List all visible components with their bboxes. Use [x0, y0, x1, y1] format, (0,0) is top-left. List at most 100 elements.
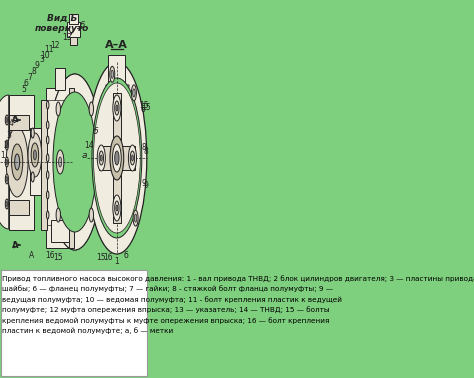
Text: 12: 12 [50, 42, 59, 51]
Circle shape [133, 210, 138, 226]
Circle shape [131, 155, 133, 161]
Circle shape [56, 208, 61, 222]
Text: 8: 8 [142, 144, 146, 152]
Text: 1: 1 [114, 257, 118, 266]
Text: полумуфте; 12 муфта опережения впрыска; 13 — указатель; 14 — ТНВД; 15 — болты: полумуфте; 12 муфта опережения впрыска; … [1, 307, 329, 313]
Circle shape [93, 83, 140, 233]
Text: 15: 15 [97, 254, 106, 262]
Bar [113, 93, 120, 223]
Text: 3: 3 [6, 130, 11, 139]
Bar [67, 22, 81, 37]
Text: крепления ведомой полумуфты к муфте опережения впрыска; 16 — болт крепления: крепления ведомой полумуфты к муфте опер… [1, 317, 329, 324]
Circle shape [128, 145, 137, 171]
Text: 15: 15 [141, 104, 151, 113]
Polygon shape [106, 85, 129, 100]
Text: A: A [12, 116, 18, 124]
Circle shape [111, 70, 113, 78]
Text: 4: 4 [9, 118, 14, 127]
Text: б: б [80, 22, 85, 31]
Circle shape [31, 128, 34, 138]
Circle shape [47, 74, 102, 250]
Circle shape [115, 151, 119, 165]
Bar [46, 88, 74, 248]
Bar [9, 200, 29, 215]
Bar [71, 37, 77, 45]
Circle shape [131, 85, 137, 101]
Circle shape [6, 143, 8, 147]
Bar [47, 100, 75, 225]
Circle shape [31, 143, 39, 167]
Circle shape [100, 155, 102, 161]
Circle shape [110, 66, 115, 82]
Text: 15: 15 [53, 254, 63, 262]
Circle shape [47, 74, 102, 250]
Bar [69, 14, 78, 24]
Circle shape [89, 102, 93, 116]
Circle shape [46, 211, 49, 219]
Text: 11: 11 [45, 45, 54, 54]
Circle shape [46, 171, 49, 179]
Circle shape [130, 151, 135, 165]
Circle shape [56, 150, 64, 174]
Text: шайбы; 6 — фланец полумуфты; 7 — гайки; 8 - стяжкой болт фланца полумуфты; 9 —: шайбы; 6 — фланец полумуфты; 7 — гайки; … [1, 285, 333, 292]
Circle shape [5, 115, 9, 125]
Circle shape [46, 121, 49, 129]
Text: пластин к ведомой полумуфте; а, б — метки: пластин к ведомой полумуфте; а, б — метк… [1, 327, 173, 334]
Circle shape [89, 208, 93, 222]
Bar [29, 128, 40, 195]
Circle shape [116, 205, 118, 211]
Text: Вид Б
повернуто: Вид Б повернуто [35, 14, 90, 33]
Circle shape [92, 78, 142, 238]
Text: А–А: А–А [105, 40, 128, 50]
Text: 9: 9 [144, 181, 148, 189]
Circle shape [110, 136, 124, 180]
Circle shape [31, 172, 34, 182]
Circle shape [87, 62, 147, 254]
Bar [9, 95, 34, 230]
Circle shape [113, 95, 121, 121]
Text: 15: 15 [139, 101, 149, 110]
Text: 9: 9 [35, 62, 40, 71]
Text: б: б [123, 251, 128, 260]
Circle shape [97, 145, 105, 171]
Circle shape [33, 150, 36, 160]
Text: 3: 3 [39, 56, 44, 65]
Text: 7: 7 [27, 73, 32, 82]
Circle shape [28, 133, 42, 177]
Circle shape [46, 136, 49, 144]
Text: ведущая полумуфта; 10 — ведомая полумуфта; 11 - болт крепления пластик к ведущей: ведущая полумуфта; 10 — ведомая полумуфт… [1, 296, 342, 303]
Circle shape [46, 101, 49, 109]
Text: а: а [82, 150, 87, 160]
Text: б: б [92, 127, 98, 136]
Text: 8: 8 [31, 67, 36, 76]
Circle shape [99, 151, 103, 165]
Circle shape [116, 105, 118, 111]
Circle shape [115, 201, 119, 215]
Text: A: A [28, 251, 34, 260]
Circle shape [134, 214, 137, 222]
Circle shape [6, 201, 8, 206]
Circle shape [56, 102, 61, 116]
Bar [0, 0, 148, 270]
Text: A: A [12, 240, 18, 249]
Bar [51, 220, 69, 242]
Text: 14: 14 [84, 141, 94, 150]
Bar [9, 115, 29, 130]
Circle shape [59, 157, 62, 167]
Circle shape [113, 195, 121, 221]
Bar [40, 100, 47, 230]
Circle shape [115, 101, 119, 115]
Text: б: б [141, 105, 146, 115]
Bar [69, 88, 74, 248]
Circle shape [5, 174, 9, 184]
Wedge shape [0, 95, 9, 229]
Text: 1: 1 [0, 150, 5, 160]
Bar [0, 270, 147, 376]
Circle shape [46, 154, 49, 162]
Circle shape [5, 140, 9, 150]
Circle shape [5, 157, 9, 167]
Text: 16: 16 [45, 251, 55, 260]
Circle shape [11, 144, 23, 180]
Circle shape [5, 199, 9, 209]
Bar [109, 55, 125, 85]
